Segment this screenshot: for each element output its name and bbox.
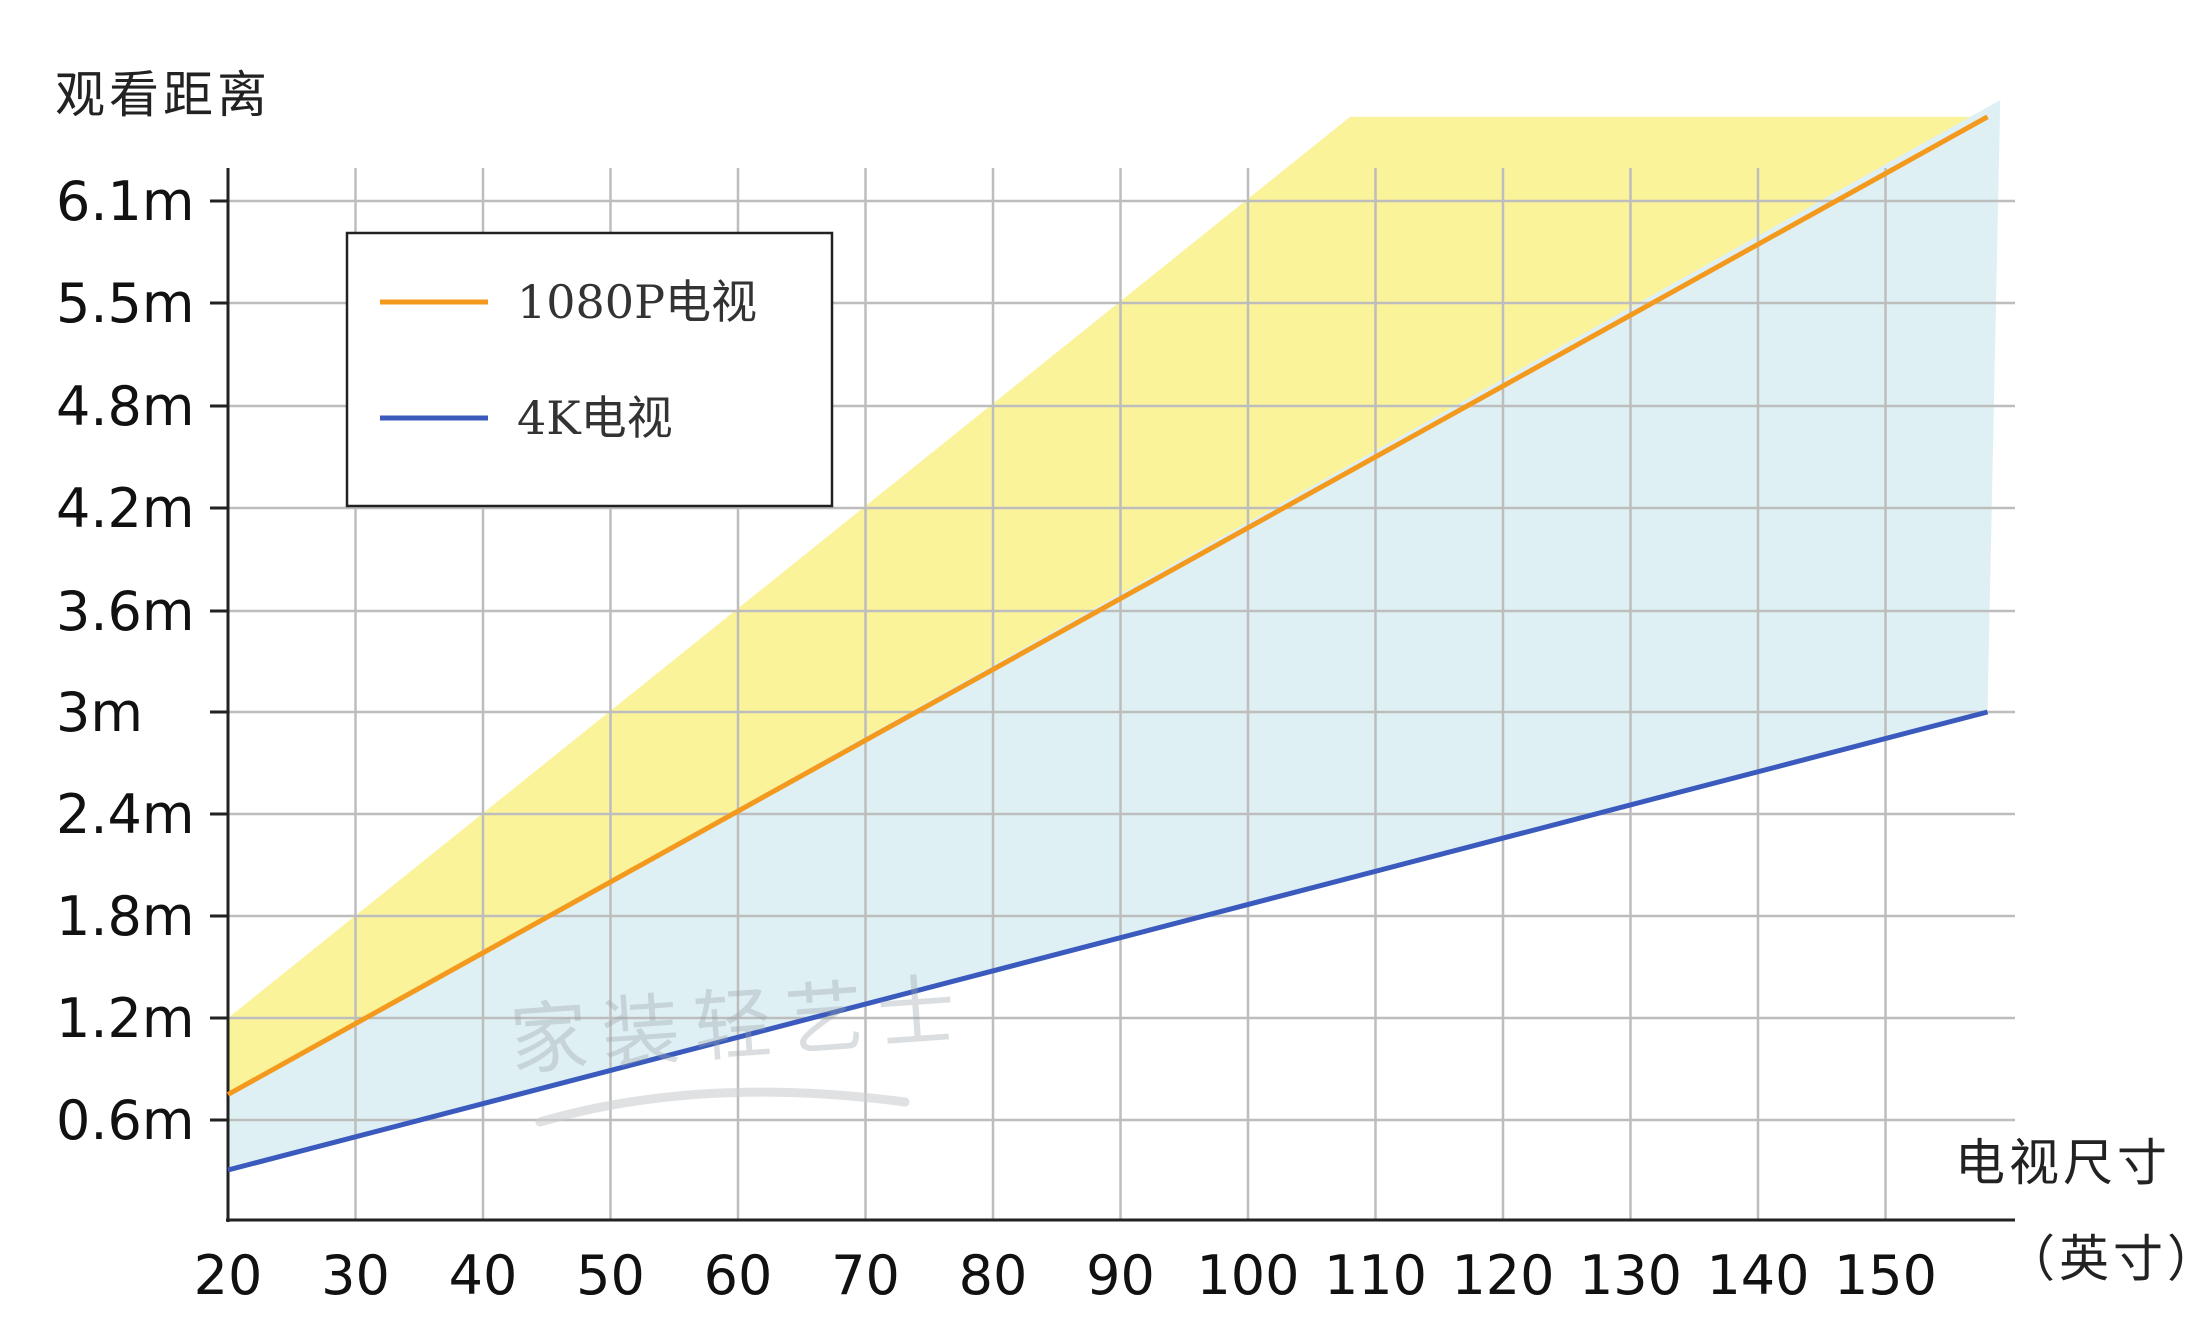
series-line-0 [226, 114, 1989, 1097]
y-tick-label-4.8: 4.8m [56, 375, 194, 438]
x-tick-label-90: 90 [1086, 1244, 1155, 1307]
series-lines [226, 114, 1989, 1173]
y-tick-label-1.2: 1.2m [56, 987, 194, 1050]
x-tick-label-140: 140 [1706, 1244, 1809, 1307]
series-line-1 [227, 709, 1989, 1173]
watermark-swoosh [535, 1087, 910, 1127]
y-tick-label-6.1: 6.1m [56, 170, 194, 233]
y-tick-label-3: 3m [56, 681, 143, 744]
legend-box [345, 231, 834, 508]
y-axis-title: 观看距离 [55, 66, 271, 124]
x-tick-label-150: 150 [1834, 1244, 1937, 1307]
y-tick-label-0.6: 0.6m [56, 1089, 194, 1152]
x-axis-unit: （英寸） [2005, 1230, 2189, 1288]
x-tick-label-80: 80 [959, 1244, 1028, 1307]
x-tick-label-60: 60 [704, 1244, 773, 1307]
legend: 1080P电视 4K电视 [345, 231, 834, 508]
y-tick-label-2.4: 2.4m [56, 783, 194, 846]
x-axis-title: 电视尺寸 [1955, 1134, 2171, 1192]
x-tick-label-20: 20 [194, 1244, 263, 1307]
y-tick-labels: 0.6m 1.2m 1.8m 2.4m 3m 3.6m 4.2m 4.8m 5.5m 6.1m [56, 170, 194, 1152]
x-tick-label-120: 120 [1451, 1244, 1554, 1307]
x-tick-label-110: 110 [1324, 1244, 1427, 1307]
y-tick-label-1.8: 1.8m [56, 885, 194, 948]
y-tick-label-3.6: 3.6m [56, 580, 194, 643]
x-tick-label-40: 40 [449, 1244, 518, 1307]
legend-label-1080p: 1080P电视 [517, 275, 757, 329]
y-tick-label-4.2: 4.2m [56, 477, 194, 540]
y-tick-label-5.5: 5.5m [56, 272, 194, 335]
x-tick-labels: 20 30 40 50 60 70 80 90 100 110 120 130 140 150 [194, 1244, 1937, 1307]
legend-label-4k: 4K电视 [517, 391, 673, 445]
x-tick-label-50: 50 [576, 1244, 645, 1307]
x-tick-label-130: 130 [1579, 1244, 1682, 1307]
x-tick-label-30: 30 [321, 1244, 390, 1307]
axes [210, 168, 2015, 1222]
band-1 [228, 100, 2001, 1170]
x-tick-label-70: 70 [831, 1244, 900, 1307]
x-tick-label-100: 100 [1196, 1244, 1299, 1307]
